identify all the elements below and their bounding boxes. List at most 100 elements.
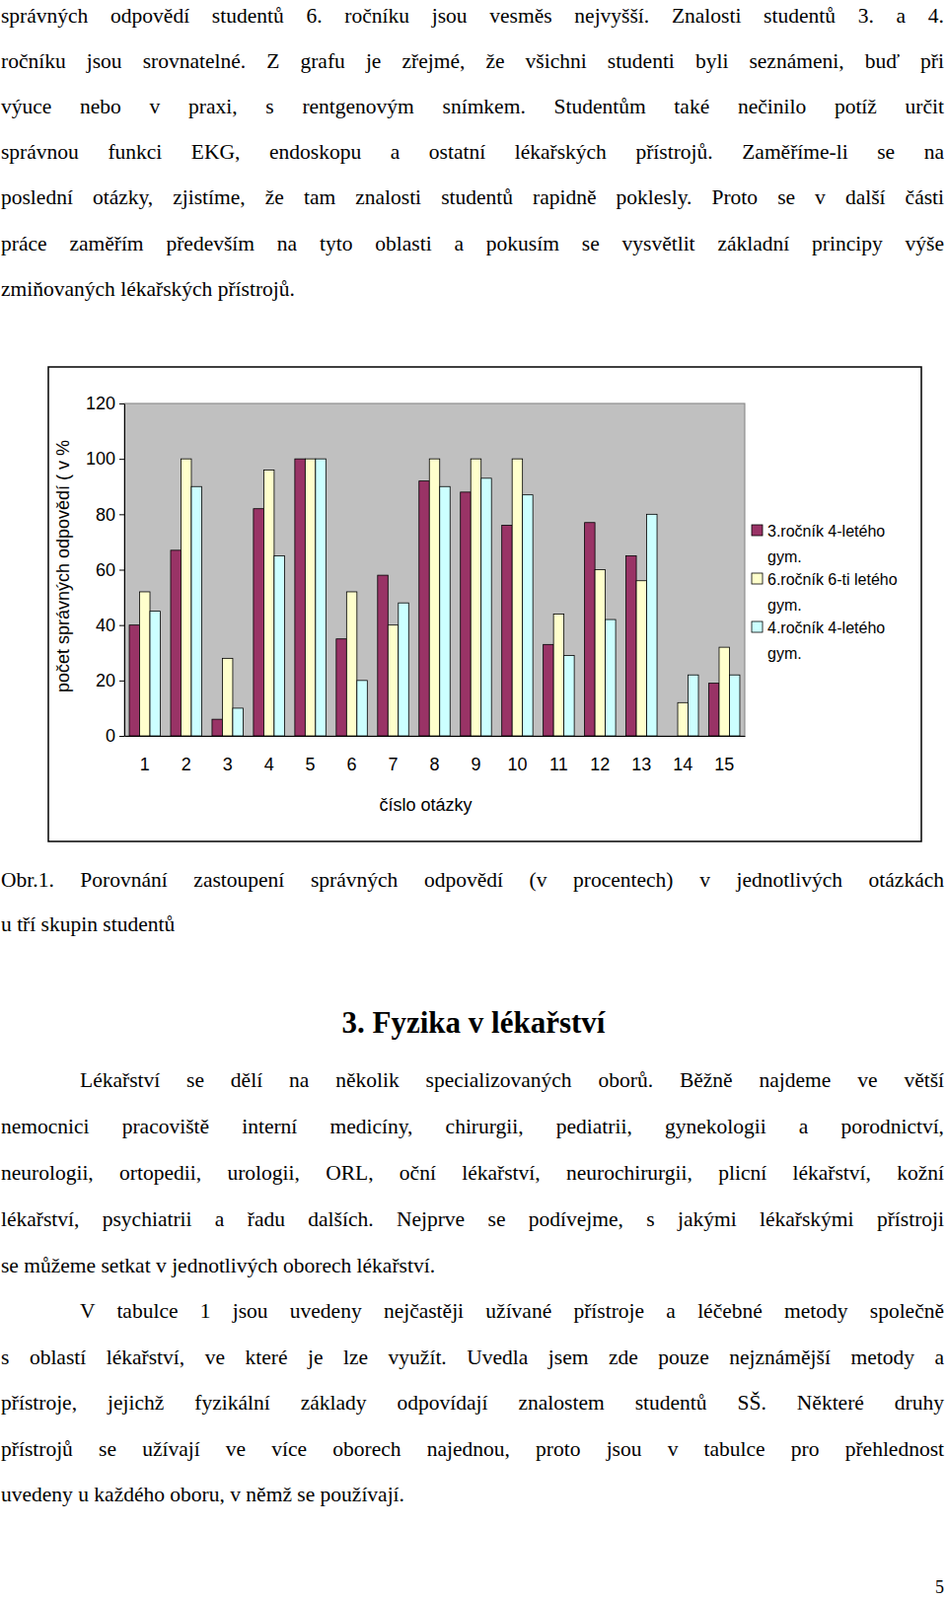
- x-tick-label: 15: [714, 754, 734, 775]
- bar: [212, 719, 222, 736]
- bar: [708, 683, 719, 736]
- text-line: ročníku jsou srovnatelné. Z grafu je zře…: [0, 38, 945, 84]
- bar: [564, 655, 575, 736]
- text-line: přístrojů se užívají ve více oborech naj…: [0, 1426, 945, 1472]
- legend-label-line: 3.ročník 4-letého: [767, 522, 885, 540]
- y-tick: 40: [95, 615, 125, 636]
- bar: [253, 509, 264, 736]
- bar: [502, 525, 512, 736]
- x-tick-label: 2: [181, 754, 192, 775]
- x-tick: 2: [181, 754, 192, 775]
- y-tick: 80: [95, 505, 125, 525]
- x-tick-label: 13: [631, 754, 652, 775]
- bar: [336, 639, 347, 736]
- bar: [605, 619, 616, 736]
- text-line: zmiňovaných lékařských přístrojů.: [0, 266, 945, 312]
- legend-item: 3.ročník 4-letého gym.: [751, 522, 885, 566]
- x-tick: 13: [631, 754, 652, 775]
- x-tick-label: 1: [140, 754, 150, 775]
- y-tick: 0: [105, 726, 125, 746]
- y-tick-label: 40: [95, 615, 116, 636]
- text-line: uvedeny u každého oboru, v němž se použí…: [0, 1471, 945, 1518]
- x-tick-label: 7: [388, 754, 399, 775]
- heading: 3. Fyzika v lékařství: [0, 1003, 947, 1043]
- bar: [481, 478, 492, 736]
- y-tick-mark: [119, 458, 125, 460]
- text-line: Lékařství se dělí na několik specializov…: [79, 1057, 945, 1103]
- text-line: nemocnici pracoviště interní medicíny, c…: [0, 1103, 945, 1150]
- bar: [304, 458, 315, 736]
- bar: [221, 657, 232, 736]
- x-tick: 14: [672, 754, 693, 775]
- bar: [470, 458, 481, 736]
- chart-frame: [48, 366, 922, 842]
- x-tick-label: 10: [507, 754, 527, 775]
- y-tick-label: 120: [85, 393, 116, 414]
- text-line: správných odpovědí studentů 6. ročníku j…: [0, 0, 945, 39]
- x-tick: 7: [388, 754, 399, 775]
- x-tick-label: 4: [264, 754, 275, 775]
- bar: [647, 513, 657, 736]
- x-tick-label: 8: [429, 754, 439, 775]
- legend-label-line: gym.: [767, 645, 802, 662]
- page-number: 5: [935, 1575, 945, 1600]
- y-tick-label: 0: [105, 726, 116, 746]
- bar: [191, 486, 202, 736]
- bar: [728, 674, 739, 736]
- y-tick: 20: [95, 670, 125, 691]
- bar: [263, 469, 274, 736]
- legend-item: 6.ročník 6-ti letého gym.: [751, 571, 898, 614]
- bar: [294, 458, 305, 736]
- bar-series: [129, 458, 720, 736]
- x-tick-label: 9: [470, 754, 481, 775]
- legend-label-line: gym.: [767, 596, 802, 614]
- text-line: přístroje, jejichž fyzikální základy odp…: [0, 1380, 945, 1426]
- bar: [688, 674, 699, 736]
- text-line: poslední otázky, zjistíme, že tam znalos…: [0, 174, 945, 220]
- x-tick: 1: [140, 754, 150, 775]
- x-tick: 5: [305, 754, 316, 775]
- legend-swatch: [751, 621, 763, 633]
- bar: [543, 644, 554, 736]
- bar: [387, 625, 398, 736]
- legend-swatch: [751, 573, 763, 584]
- bar: [377, 575, 388, 736]
- bar: [398, 602, 409, 736]
- x-tick: 15: [714, 754, 734, 775]
- y-axis-line: [124, 404, 126, 737]
- bar: [511, 458, 522, 736]
- y-tick-label: 100: [85, 448, 116, 469]
- legend-label-line: gym.: [767, 548, 802, 566]
- bar: [129, 625, 140, 736]
- bar-series: [140, 458, 730, 736]
- text-line: lékařství, psychiatrii a řadu dalších. N…: [0, 1196, 945, 1242]
- x-tick: 3: [222, 754, 233, 775]
- legend-label: 3.ročník 4-letého gym.: [767, 522, 885, 566]
- bar: [149, 611, 160, 736]
- bars: [129, 458, 740, 736]
- bar: [460, 492, 471, 736]
- x-tick: 11: [549, 754, 569, 775]
- x-tick-label: 3: [222, 754, 233, 775]
- bar: [553, 613, 564, 736]
- bar: [357, 680, 367, 736]
- bar: [626, 555, 637, 736]
- x-tick: 6: [347, 754, 358, 775]
- plot-area: [124, 403, 745, 736]
- bar: [636, 581, 647, 736]
- bar: [429, 458, 439, 736]
- bar: [140, 591, 150, 736]
- legend: 3.ročník 4-letéhogym.6.ročník 6-ti letéh…: [751, 522, 898, 662]
- x-tick: 8: [429, 754, 439, 775]
- bar: [315, 458, 326, 736]
- text-line: práce zaměřím především na tyto oblasti …: [0, 220, 945, 267]
- bar: [180, 458, 191, 736]
- y-tick-mark: [119, 625, 125, 627]
- bar: [170, 550, 181, 736]
- page: 020406080100120123456789101112131415poče…: [0, 0, 947, 1600]
- x-tick: 4: [264, 754, 275, 775]
- x-tick-label: 6: [347, 754, 358, 775]
- legend-label-line: 6.ročník 6-ti letého: [767, 571, 898, 588]
- x-tick-label: 5: [305, 754, 316, 775]
- text-line: se můžeme setkat v jednotlivých oborech …: [0, 1242, 945, 1289]
